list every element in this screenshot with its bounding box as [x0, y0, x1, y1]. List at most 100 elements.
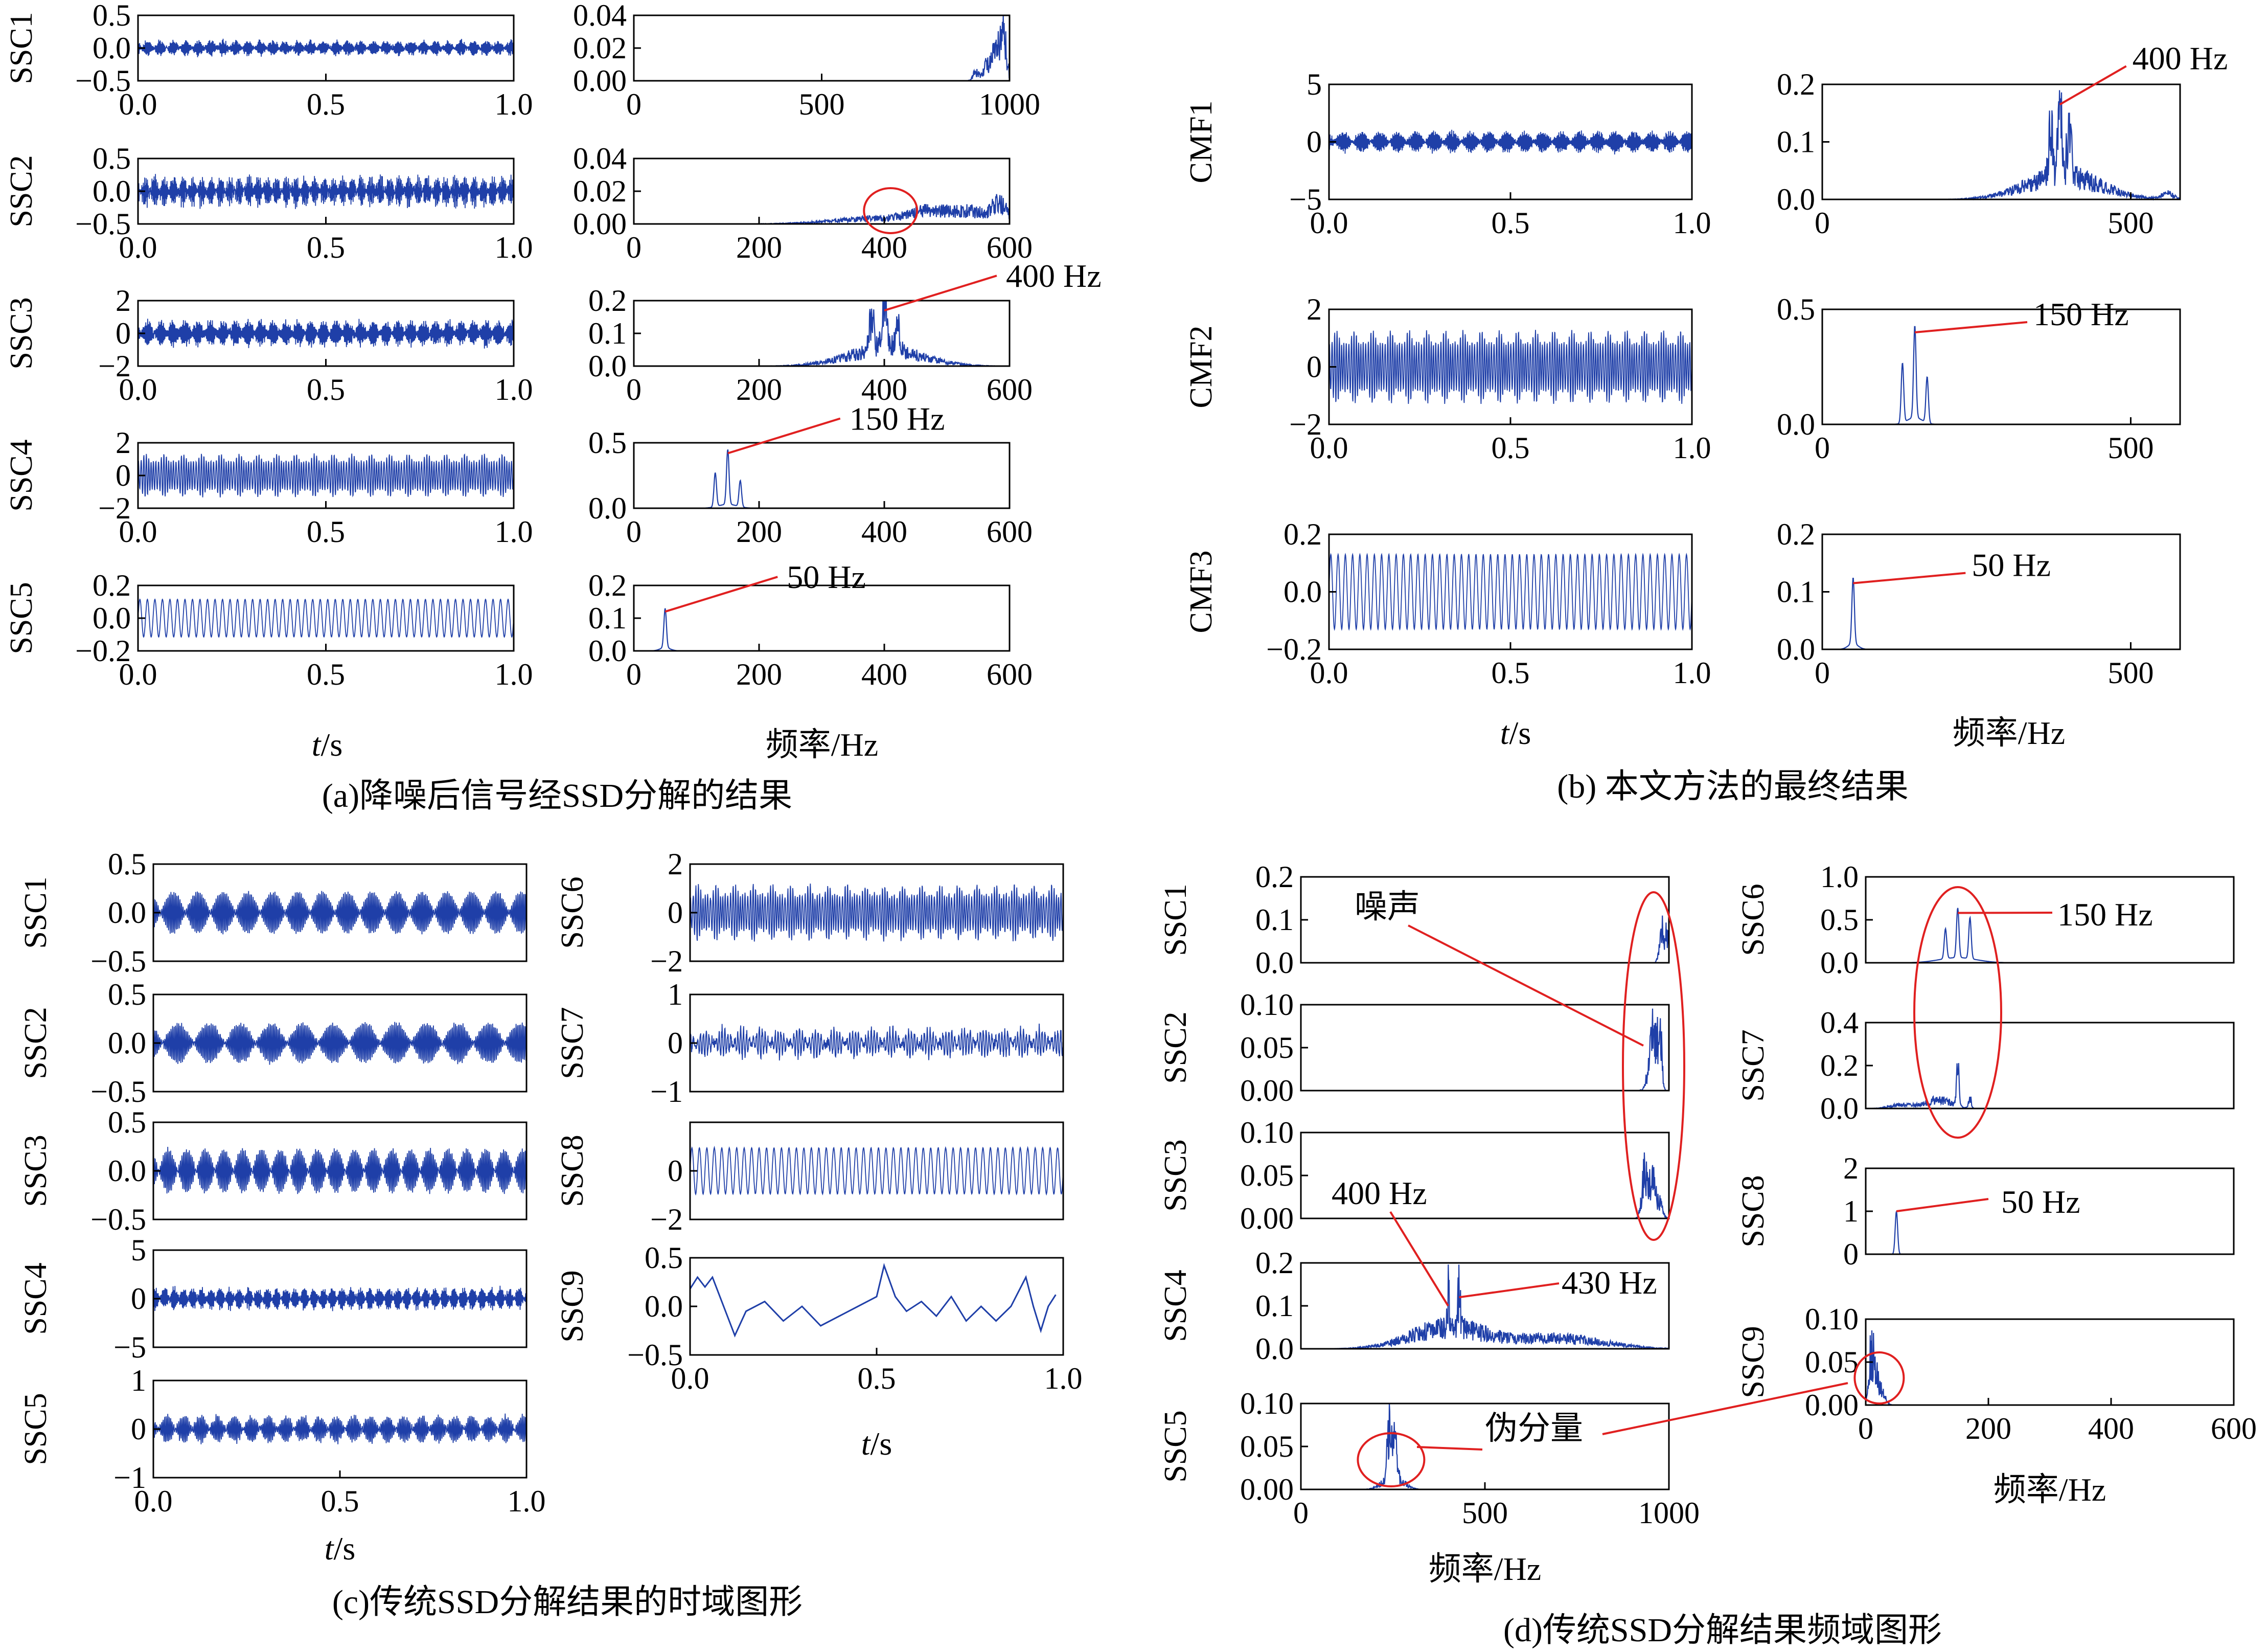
a-freq-3-frame [633, 300, 1011, 367]
a-time-1-xtick-label: 0.5 [307, 87, 345, 121]
caption-layer: (a)降噪后信号经SSD分解的结果 (b) 本文方法的最终结果 (c)传统SSD… [322, 768, 1942, 1649]
a-time-3-series [138, 319, 514, 349]
d-freq-8-ylabel: SSC8 [1736, 1175, 1771, 1247]
c-time-4-ylabel: SSC4 [18, 1262, 53, 1334]
d-left-xlabel: 频率/Hz [1429, 1551, 1541, 1587]
a-freq-4-xtick-label: 400 [861, 515, 907, 549]
c-time-2-ytick-label: 0.5 [108, 978, 146, 1011]
a-time-4-series [138, 453, 514, 497]
a-freq-5: 0.20.10.00 200 400 600 [588, 569, 1033, 691]
c-time-7-ytick-label: −1 [650, 1075, 683, 1108]
a-freq-5-xtick-label: 0 [626, 658, 642, 691]
b-freq-1-ytick-label: 0.2 [1777, 67, 1815, 101]
c-time-5-xtick-label: 1.0 [508, 1484, 546, 1518]
b-freq-3-series [1822, 578, 2180, 650]
c-time-3-ytick-label: 0.5 [108, 1105, 146, 1139]
c-time-5-ytick-label: −1 [113, 1461, 146, 1495]
a-freq-5-ytick-label: 0.2 [588, 569, 627, 602]
b-time-2-series [1328, 330, 1692, 404]
a-time-5-ytick-label: −0.2 [75, 634, 131, 668]
a-time-4-xtick-label: 1.0 [495, 515, 533, 549]
b-freq-3: 0.2 0.1 0.00 500 [1777, 517, 2181, 690]
a-time-2-ylabel: SSC2 [4, 155, 39, 227]
b-time-3-ylabel: CMF3 [1184, 551, 1219, 633]
a-time-2-series [138, 174, 514, 209]
a-time-3-xtick-label: 1.0 [495, 373, 533, 406]
c-time-5-ylabel: SSC5 [18, 1393, 53, 1465]
d-freq-9-xtick-label: 200 [1965, 1412, 2011, 1445]
a-time-5-xtick-label: 0.5 [307, 658, 345, 691]
b-freq-1-ytick-label: 0.1 [1777, 125, 1815, 159]
d-freq-2-ytick-label: 0.10 [1240, 988, 1294, 1022]
d-right-xlabel: 频率/Hz [1994, 1472, 2106, 1508]
panel-group-c: 0.50.0−0.5SSC10.50.0−0.5SSC20.50.0−0.5SS… [18, 847, 1083, 1567]
c-time-9-ytick-label: −0.5 [627, 1338, 683, 1372]
a-time-4: 20−20.0 0.5 1.0 SSC4 [4, 426, 533, 549]
d-spurious-leader-1 [1416, 1446, 1483, 1451]
a-freq-2-series [634, 194, 1011, 225]
b-freq-1-frame [1821, 83, 2181, 200]
caption-d: (d)传统SSD分解结果频域图形 [1503, 1612, 1942, 1649]
d-freq-2-ylabel: SSC2 [1158, 1011, 1193, 1083]
c-time-9-xtick-label: 1.0 [1044, 1362, 1083, 1395]
d-annotation-150: 150 Hz [2057, 896, 2153, 933]
d-freq-2-frame [1300, 1004, 1670, 1092]
b-annotation-2: 150 Hz [2033, 296, 2129, 332]
a-time-5-series [138, 598, 514, 638]
d-freq-7: 0.4 0.2 0.0 SSC7 [1736, 1006, 2235, 1125]
a-freq-2-xtick-label: 400 [861, 231, 907, 264]
a-time-1-xtick-label: 1.0 [495, 87, 533, 121]
d-freq-9-ytick-label: 0.00 [1805, 1388, 1859, 1422]
d-freq-5-ytick-label: 0.05 [1240, 1430, 1294, 1463]
a-highlight-circle [863, 187, 919, 234]
a-freq-5-ytick-label: 0.1 [588, 601, 627, 635]
a-time-3-xtick-label: 0.5 [307, 373, 345, 406]
d-annotation-430: 430 Hz [1562, 1264, 1657, 1301]
d-freq-3-ytick-label: 0.10 [1240, 1116, 1294, 1149]
b-freq-xlabel: 频率/Hz [1953, 715, 2065, 751]
a-freq-1-xtick-label: 500 [799, 87, 845, 121]
caption-a: (a)降噪后信号经SSD分解的结果 [322, 777, 792, 814]
a-time-3-ytick-label: −2 [98, 349, 131, 383]
c-time-2-ytick-label: 0.0 [108, 1026, 146, 1060]
d-freq-1-ylabel: SSC1 [1158, 884, 1193, 956]
b-time-1-xtick-label: 0.5 [1492, 206, 1530, 240]
a-time-2-xtick-label: 0.0 [119, 231, 157, 264]
d-spurious-circle-2 [1853, 1351, 1905, 1405]
c-time-2-ylabel: SSC2 [18, 1007, 53, 1079]
c-time-3: 0.5 0.0 −0.5 SSC3 [18, 1105, 528, 1236]
a-annotation-1-leader [884, 275, 997, 312]
d-freq-8-ytick-label: 2 [1843, 1151, 1859, 1185]
d-freq-9-xtick-label: 400 [2088, 1412, 2134, 1445]
c-time-5-xtick-label: 0.0 [134, 1484, 173, 1518]
b-freq-2-xtick-label: 0 [1815, 431, 1830, 465]
c-time-5-ytick-label: 0 [131, 1412, 146, 1446]
d-freq-5-ylabel: SSC5 [1158, 1410, 1193, 1482]
c-time-1-series [153, 891, 527, 935]
a-time-1-xtick-label: 0.0 [119, 87, 157, 121]
a-freq-4-frame [633, 442, 1011, 509]
c-time-1-ytick-label: 0.0 [108, 896, 146, 930]
c-time-8: 0 −2 SSC8 [555, 1121, 1064, 1236]
a-freq-5-xtick-label: 600 [987, 658, 1033, 691]
d-freq-5-ytick-label: 0.10 [1240, 1387, 1294, 1420]
b-annotation-2-leader [1914, 321, 2028, 333]
c-time-7-ylabel: SSC7 [555, 1007, 590, 1079]
b-freq-2-ytick-label: 0.0 [1777, 408, 1815, 441]
c-time-1-ytick-label: −0.5 [90, 944, 146, 978]
a-time-2-xtick-label: 1.0 [495, 231, 533, 264]
a-time-1-series [138, 38, 514, 58]
b-time-1: 5 0 −50.0 0.5 1.0 CMF1 [1184, 67, 1711, 240]
d-freq-2: 0.10 0.05 0.00 SSC2 [1158, 988, 1670, 1107]
b-freq-1-xtick-label: 0 [1815, 206, 1830, 240]
d-freq-6: 1.0 0.5 0.0 SSC6 [1736, 860, 2235, 980]
c-time-9-ytick-label: 0.0 [645, 1289, 683, 1323]
b-time-3-xtick-label: 0.5 [1492, 656, 1530, 690]
b-freq-3-xtick-label: 500 [2107, 656, 2154, 690]
a-freq-xlabel: 频率/Hz [766, 727, 878, 763]
b-time-2: 2 0 −20.0 0.5 1.0 CMF2 [1184, 292, 1711, 465]
